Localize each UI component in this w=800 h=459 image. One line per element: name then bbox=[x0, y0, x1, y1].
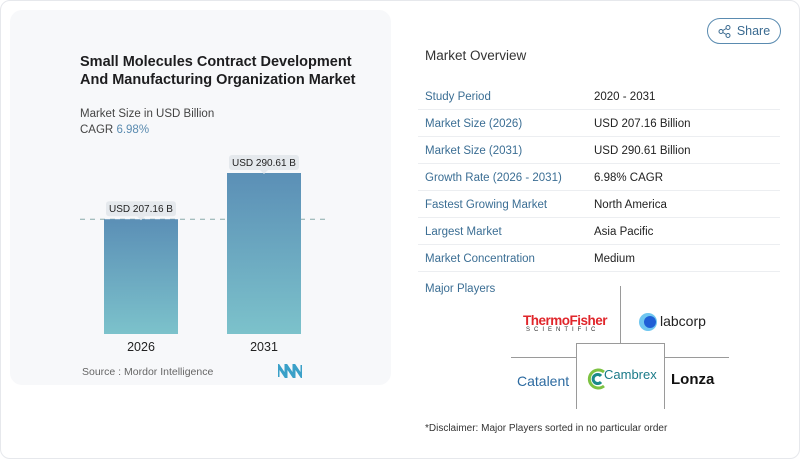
chart-title: Small Molecules Contract Development And… bbox=[80, 54, 356, 88]
overview-value: North America bbox=[594, 198, 667, 211]
data-label: USD 290.61 B bbox=[232, 158, 296, 169]
overview-key: Market Size (2031) bbox=[425, 144, 523, 157]
overview-value: USD 207.16 Billion bbox=[594, 117, 691, 130]
share-label: Share bbox=[736, 24, 771, 38]
share-icon bbox=[718, 24, 731, 38]
overview-key: Market Size (2026) bbox=[425, 117, 523, 130]
share-button[interactable]: Share bbox=[707, 18, 781, 44]
disclaimer: *Disclaimer: Major Players sorted in no … bbox=[425, 423, 668, 434]
lonza-logo: Lonza bbox=[671, 371, 715, 388]
thermofisher-logo: ThermoFisher bbox=[523, 313, 608, 328]
overview-row: Market Size (2031) USD 290.61 Billion bbox=[418, 138, 780, 164]
overview-value: Asia Pacific bbox=[594, 225, 654, 238]
data-label: USD 207.16 B bbox=[109, 204, 173, 215]
overview-row: Market Size (2026) USD 207.16 Billion bbox=[418, 111, 780, 137]
overview-key: Largest Market bbox=[425, 225, 502, 238]
overview-value: Medium bbox=[594, 252, 635, 265]
cambrex-logo-icon bbox=[587, 368, 605, 390]
divider bbox=[664, 357, 729, 358]
bar-2031 bbox=[227, 173, 301, 334]
x-tick-label: 2026 bbox=[127, 340, 155, 354]
major-players-label: Major Players bbox=[425, 283, 496, 295]
cagr: CAGR 6.98% bbox=[80, 124, 149, 136]
chart-subtitle: Market Size in USD Billion bbox=[80, 108, 215, 120]
overview-value: 6.98% CAGR bbox=[594, 171, 664, 184]
source-text: Source : Mordor Intelligence bbox=[82, 366, 214, 378]
overview-key: Market Concentration bbox=[425, 252, 535, 265]
chart-card bbox=[10, 10, 391, 385]
overview-title: Market Overview bbox=[425, 48, 527, 63]
mordor-logo-icon bbox=[278, 364, 302, 378]
data-label-pointer bbox=[260, 170, 268, 174]
data-label-bg bbox=[106, 201, 176, 217]
overview-value: 2020 - 2031 bbox=[594, 90, 656, 103]
data-label-bg bbox=[229, 155, 299, 170]
overview-key: Growth Rate (2026 - 2031) bbox=[425, 171, 562, 184]
overview-row: Study Period 2020 - 2031 bbox=[418, 84, 780, 110]
x-tick-label: 2031 bbox=[250, 340, 278, 354]
divider-box bbox=[576, 343, 665, 409]
overview-row: Market Concentration Medium bbox=[418, 246, 780, 272]
bar-chart: USD 207.16 B 2026 USD 290.61 B 2031 bbox=[80, 155, 328, 354]
labcorp-logo: labcorp bbox=[660, 313, 706, 329]
overview-row: Growth Rate (2026 - 2031) 6.98% CAGR bbox=[418, 165, 780, 191]
labcorp-logo-icon bbox=[639, 313, 657, 331]
overview-row: Largest Market Asia Pacific bbox=[418, 219, 780, 245]
cagr-label: CAGR bbox=[80, 124, 114, 136]
catalent-logo: Catalent bbox=[517, 373, 570, 389]
divider bbox=[511, 357, 576, 358]
cagr-value: 6.98% bbox=[116, 124, 150, 136]
overview-key: Fastest Growing Market bbox=[425, 198, 548, 211]
thermofisher-logo-sub: SCIENTIFIC bbox=[526, 327, 600, 333]
overview-key: Study Period bbox=[425, 90, 491, 103]
cambrex-logo: Cambrex bbox=[604, 367, 657, 382]
data-label-pointer bbox=[137, 216, 145, 221]
overview-value: USD 290.61 Billion bbox=[594, 144, 691, 157]
bar-2026 bbox=[104, 219, 178, 334]
overview-row: Fastest Growing Market North America bbox=[418, 192, 780, 218]
divider bbox=[620, 286, 621, 344]
